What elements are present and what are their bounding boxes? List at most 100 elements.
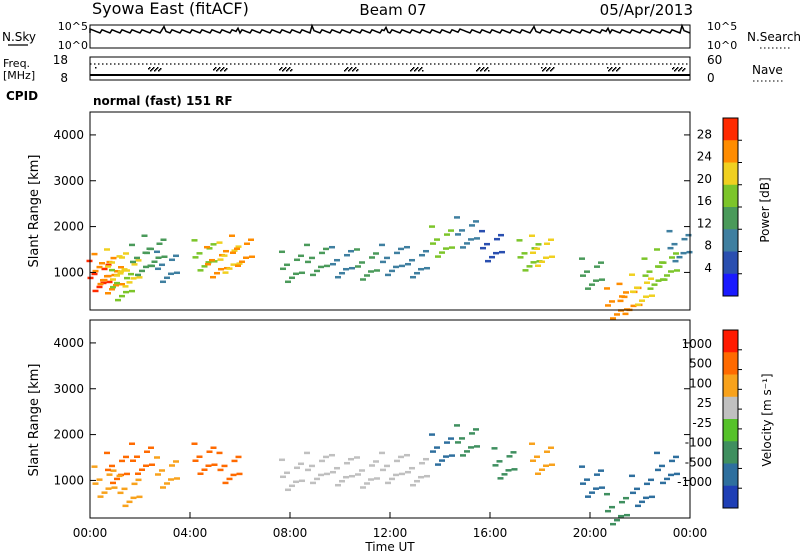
power-colorbar-ticks: 4 8 12 16 20 24 28 — [697, 127, 742, 275]
range-gate-cell — [359, 469, 365, 472]
range-gate-cell — [294, 258, 300, 262]
colorbar-tick-label: 500 — [689, 357, 712, 371]
range-gate-cell — [360, 278, 366, 281]
range-gate-cell — [284, 471, 290, 475]
range-gate-cell — [648, 478, 654, 482]
nave-dot — [543, 69, 545, 71]
range-gate-cell — [506, 455, 513, 458]
nave-dot — [353, 69, 355, 71]
freq-tick-bottom: 8 — [60, 71, 68, 85]
range-gate-cell — [534, 247, 540, 250]
range-gate-cell — [109, 288, 115, 291]
nave-dot — [681, 67, 683, 69]
range-gate-cell — [622, 312, 629, 316]
range-gate-cell — [667, 246, 674, 250]
range-gate-cell — [530, 251, 536, 254]
nave-dot — [219, 67, 221, 69]
range-gate-cell — [624, 513, 630, 517]
range-gate-cell — [309, 256, 315, 260]
nave-dot — [679, 69, 681, 71]
range-gate-cell — [134, 256, 140, 260]
range-gate-cell — [635, 504, 641, 508]
range-gate-cell — [585, 287, 591, 290]
nave-dot — [551, 69, 553, 71]
nave-dot — [607, 67, 609, 69]
range-gate-cell — [439, 251, 445, 254]
range-gate-cell — [97, 282, 104, 286]
ytick-label: 2000 — [53, 220, 84, 234]
range-gate-cell — [339, 271, 345, 275]
nave-dot — [214, 68, 216, 70]
range-gate-cell — [529, 442, 535, 445]
power-colorbar: 4 8 12 16 20 24 28 Power [dB] — [697, 117, 772, 297]
range-gate-cell — [584, 478, 590, 481]
colorbar-swatch — [723, 273, 738, 297]
range-gate-cell — [134, 455, 140, 458]
range-gate-cell — [399, 472, 405, 476]
range-gate-cell — [239, 260, 245, 263]
range-gate-cell — [443, 247, 449, 250]
nave-dot — [677, 67, 679, 69]
range-gate-cell — [630, 304, 637, 308]
range-gate-cell — [379, 451, 385, 455]
nave-dot — [345, 69, 347, 71]
range-gate-cell — [122, 504, 129, 508]
range-gate-cell — [114, 281, 120, 285]
range-gate-cell — [424, 474, 430, 478]
range-gate-cell — [414, 479, 420, 483]
xtick-label: 20:00 — [573, 526, 608, 540]
range-gate-cell — [135, 273, 141, 277]
range-gate-cell — [434, 238, 440, 241]
range-gate-cell — [104, 451, 110, 455]
nave-dot — [154, 70, 156, 72]
range-gate-cell — [589, 491, 595, 494]
nave-dot — [614, 68, 616, 70]
range-gate-cell — [479, 229, 485, 233]
range-gate-cell — [534, 455, 540, 458]
range-gate-cell — [419, 461, 425, 465]
range-gate-cell — [580, 274, 586, 277]
range-gate-cell — [497, 477, 504, 480]
range-gate-cell — [121, 268, 128, 271]
nave-dot — [290, 70, 292, 72]
range-gate-cell — [280, 475, 286, 479]
colorbar-swatch — [723, 184, 738, 208]
ytick-label: 4000 — [53, 336, 84, 350]
nave-dot — [487, 67, 489, 69]
range-gate-cell — [141, 234, 148, 237]
xtick-label: 04:00 — [173, 526, 208, 540]
range-gate-cell — [539, 468, 545, 471]
range-gate-cell — [672, 259, 679, 263]
nave-dot — [684, 68, 686, 70]
range-gate-cell — [414, 271, 420, 275]
range-gate-cell — [680, 251, 687, 255]
range-gate-cell — [344, 461, 350, 465]
range-gate-cell — [155, 267, 161, 271]
range-gate-cell — [368, 270, 374, 273]
range-gate-cell — [614, 518, 620, 522]
range-gate-cell — [630, 491, 636, 495]
nave-dot — [420, 68, 422, 70]
range-gate-cell — [464, 450, 470, 453]
range-gate-cell — [380, 468, 386, 472]
range-gate-cell — [122, 285, 129, 288]
nave-dot — [618, 68, 620, 70]
date-title: 05/Apr/2013 — [600, 1, 693, 19]
range-gate-cell — [616, 282, 623, 286]
range-gate-cell — [604, 287, 610, 290]
nave-dot — [616, 70, 618, 72]
range-gate-cell — [548, 238, 554, 241]
nave-dot — [419, 69, 421, 71]
range-gate-cell — [209, 258, 215, 262]
range-gate-cell — [673, 455, 679, 459]
range-gate-cell — [643, 496, 649, 500]
time-xlabel: Time UT — [364, 540, 415, 554]
range-gate-cell — [354, 456, 360, 459]
range-gate-cell — [617, 299, 624, 303]
range-gate-cell — [113, 284, 119, 287]
range-gate-cell — [293, 480, 299, 484]
nave-dot — [680, 68, 682, 70]
range-gate-cell — [385, 481, 391, 485]
nave-dot — [218, 68, 220, 70]
range-gate-cell — [647, 287, 654, 290]
